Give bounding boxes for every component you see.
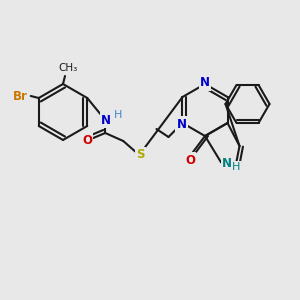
Text: H: H xyxy=(114,110,122,120)
Text: N: N xyxy=(101,113,111,127)
Text: CH₃: CH₃ xyxy=(58,63,78,73)
Text: N: N xyxy=(222,157,232,170)
Text: S: S xyxy=(136,148,145,161)
Text: H: H xyxy=(232,162,240,172)
Text: O: O xyxy=(185,154,195,166)
Text: N: N xyxy=(176,118,187,130)
Text: Br: Br xyxy=(13,89,28,103)
Text: N: N xyxy=(200,76,210,89)
Text: O: O xyxy=(82,134,92,146)
